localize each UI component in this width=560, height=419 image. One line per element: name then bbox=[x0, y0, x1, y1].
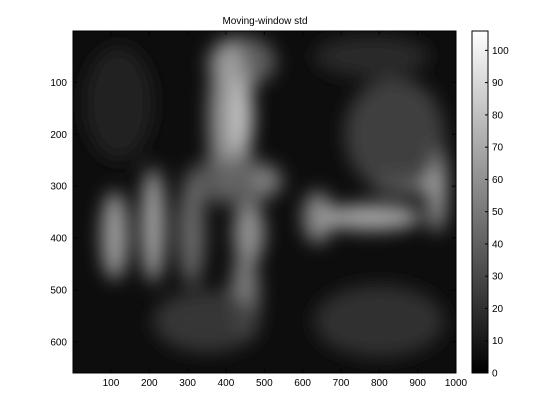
x-tick-label: 400 bbox=[218, 378, 235, 389]
x-tick-label: 1000 bbox=[445, 378, 468, 389]
y-tick-label: 500 bbox=[50, 285, 67, 296]
colorbar bbox=[471, 30, 489, 374]
y-tick-label: 300 bbox=[50, 182, 67, 193]
y-tick-label: 400 bbox=[50, 234, 67, 245]
heatmap-feature-6 bbox=[178, 180, 205, 285]
heatmap-feature-8 bbox=[248, 165, 280, 197]
heatmap-feature-11 bbox=[321, 204, 422, 231]
y-tick-label: 200 bbox=[50, 130, 67, 141]
heatmap-feature-7 bbox=[233, 201, 265, 265]
heatmap-feature-1 bbox=[208, 40, 251, 197]
colorbar-tick-label: 60 bbox=[492, 175, 504, 186]
colorbar-tick-label: 10 bbox=[492, 336, 504, 347]
heatmap-feature-14 bbox=[344, 77, 445, 192]
x-tick-label: 300 bbox=[179, 378, 196, 389]
colorbar-tick-label: 90 bbox=[492, 78, 504, 89]
x-tick-label: 100 bbox=[103, 378, 120, 389]
colorbar-tick-label: 20 bbox=[492, 304, 504, 315]
x-tick-label: 500 bbox=[256, 378, 273, 389]
colorbar-tick-label: 0 bbox=[492, 369, 498, 380]
x-tick-label: 700 bbox=[333, 378, 350, 389]
heatmap-feature-4 bbox=[141, 168, 165, 283]
x-tick-label: 600 bbox=[294, 378, 311, 389]
colorbar-axis: 0 10 20 30 40 50 60 70 80 90 100 bbox=[485, 46, 509, 380]
colorbar-tick-label: 40 bbox=[492, 239, 504, 250]
heatmap-feature-2 bbox=[229, 79, 253, 153]
x-tick-label: 800 bbox=[371, 378, 388, 389]
colorbar-tick-label: 70 bbox=[492, 143, 504, 154]
y-tick-label: 100 bbox=[50, 78, 67, 89]
colorbar-tick-label: 100 bbox=[492, 46, 509, 57]
x-axis: 100 200 300 400 500 600 700 800 900 1000 bbox=[103, 31, 468, 389]
y-axis: 100 200 300 400 500 600 bbox=[50, 78, 456, 348]
heatmap-feature-18 bbox=[314, 284, 445, 358]
heatmap-image bbox=[73, 31, 456, 373]
heatmap-feature-16 bbox=[84, 46, 154, 161]
colorbar-tick-label: 30 bbox=[492, 272, 504, 283]
y-tick-label: 600 bbox=[50, 337, 67, 348]
heatmap-feature-17 bbox=[153, 289, 261, 353]
heatmap-feature-5 bbox=[101, 191, 129, 280]
heatmap-feature-15 bbox=[314, 35, 430, 78]
chart-title: Moving-window std bbox=[222, 16, 307, 27]
x-tick-label: 900 bbox=[409, 378, 426, 389]
colorbar-tick-label: 80 bbox=[492, 110, 504, 121]
colorbar-tick-label: 50 bbox=[492, 207, 504, 218]
x-tick-label: 200 bbox=[141, 378, 158, 389]
heatmap-feature-10 bbox=[302, 191, 334, 244]
